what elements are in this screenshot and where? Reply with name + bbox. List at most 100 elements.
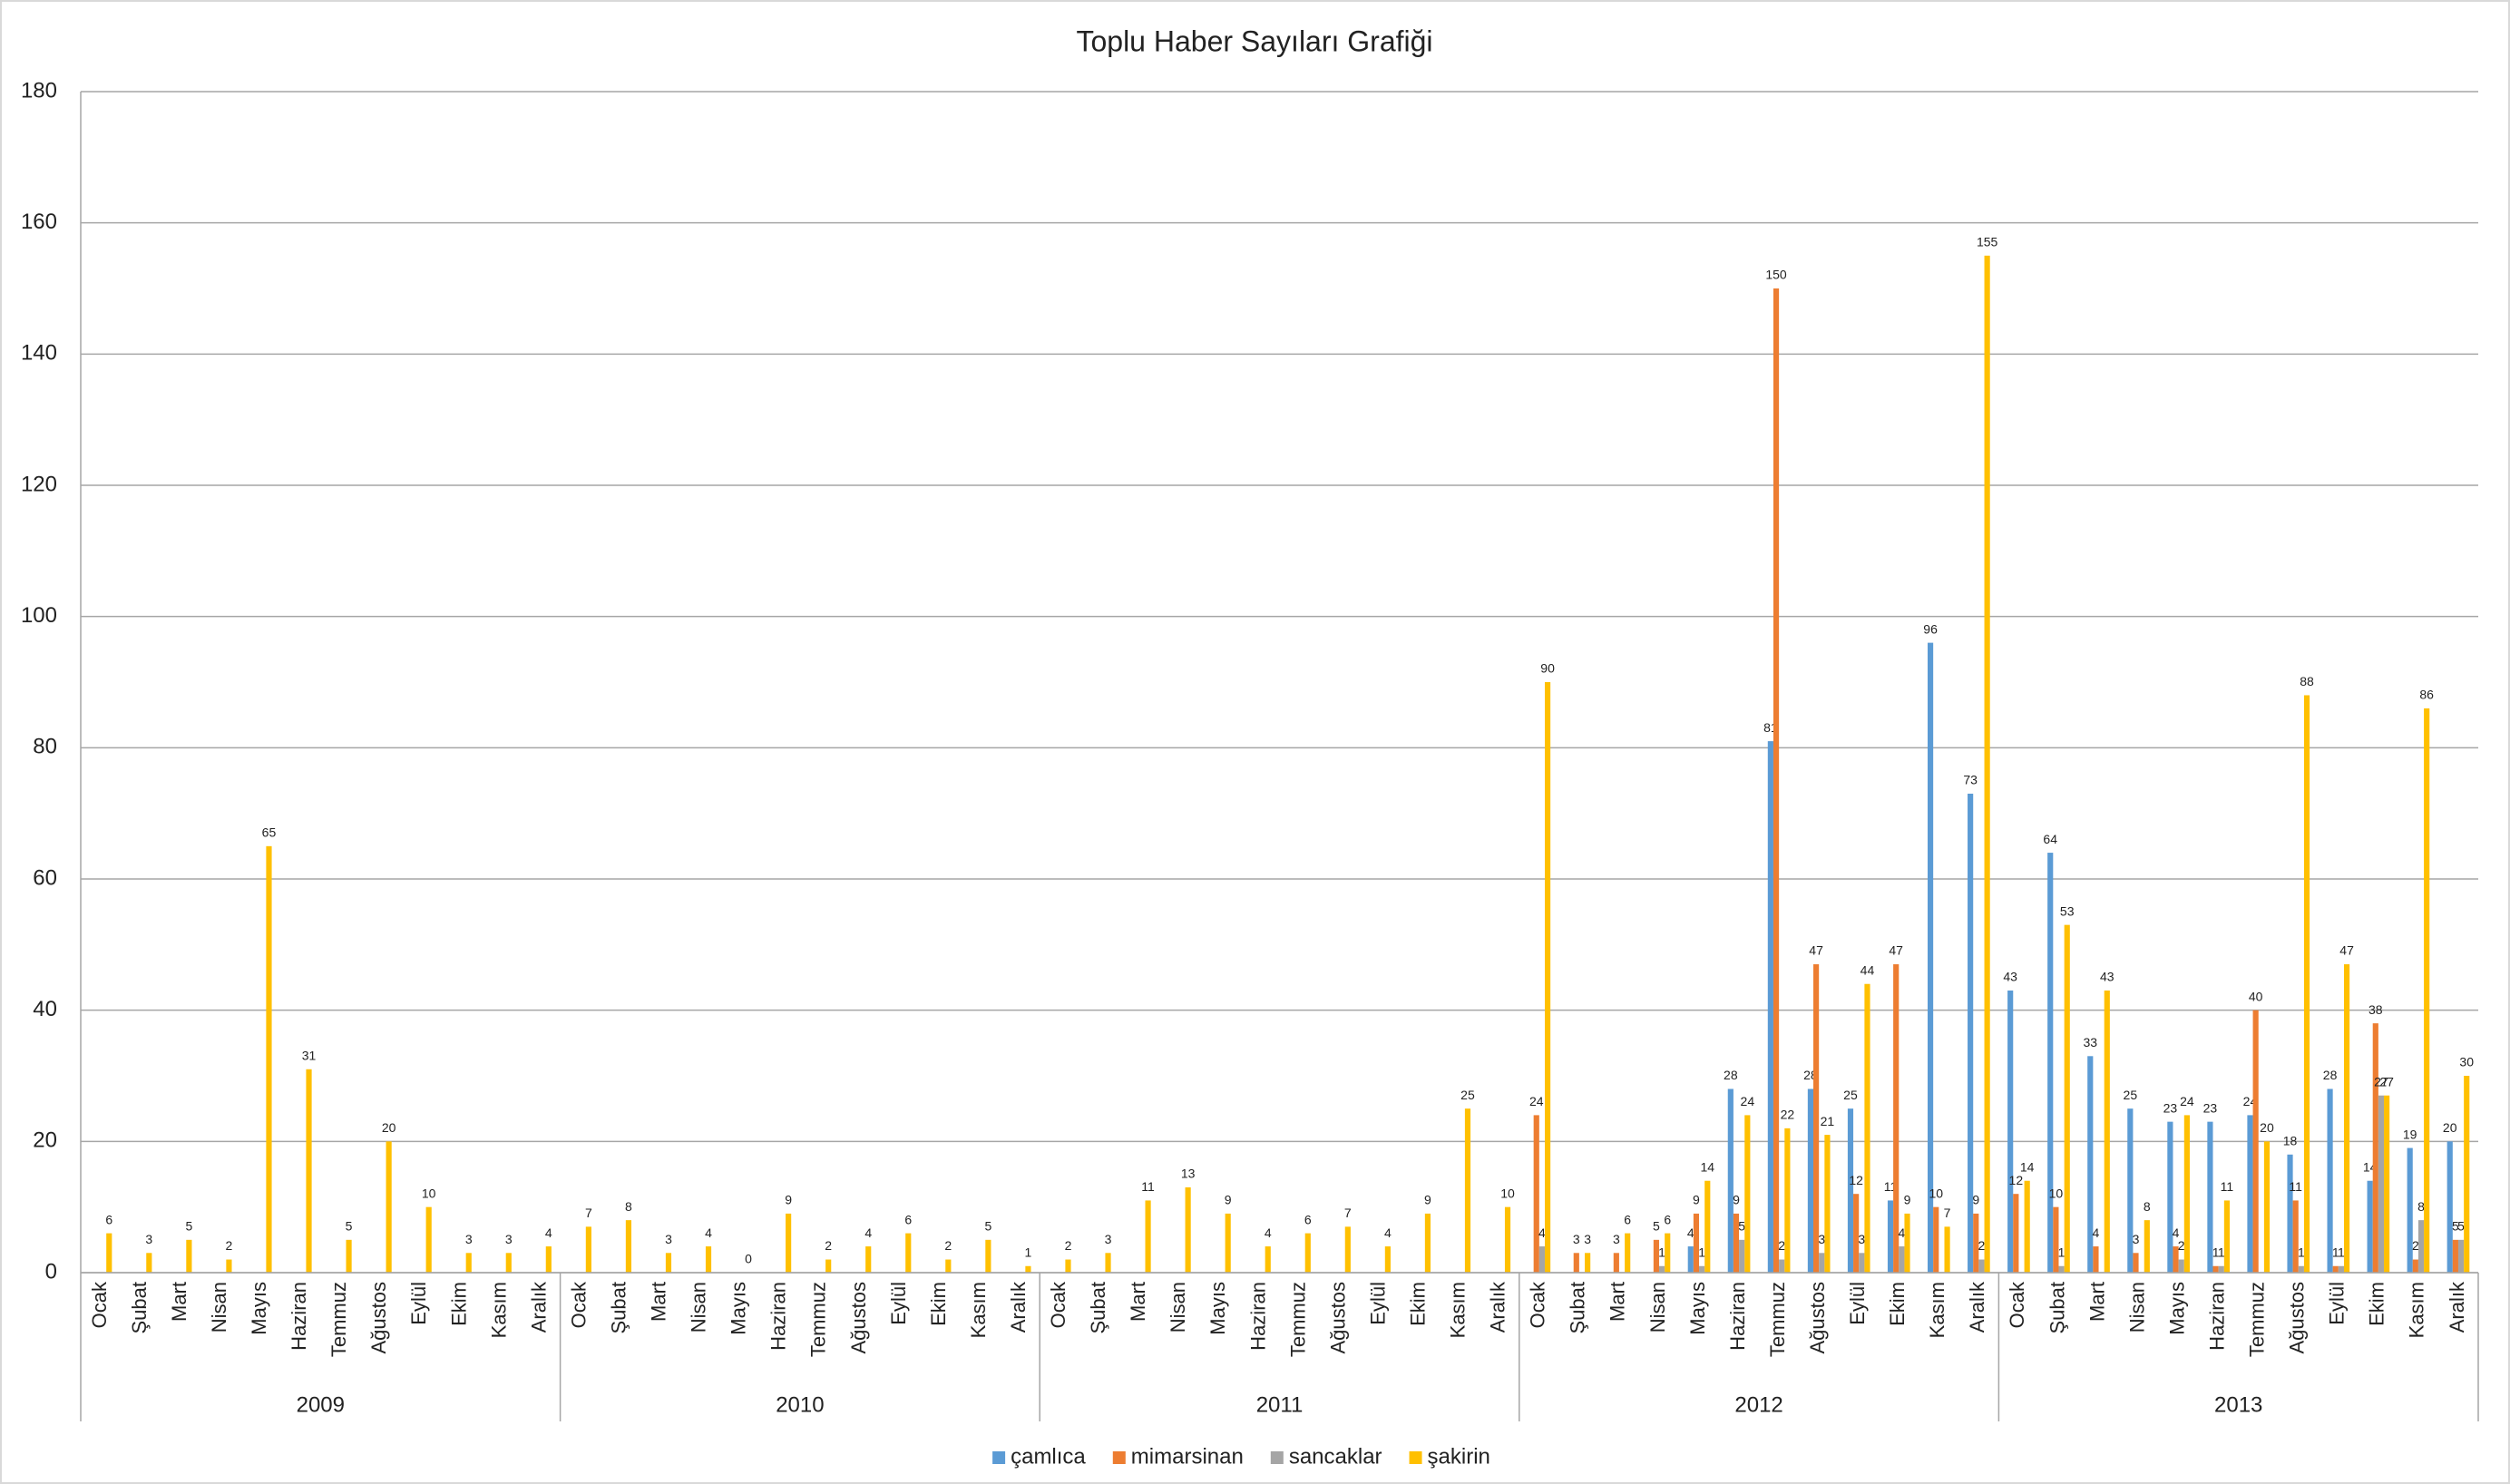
data-label: 3 (665, 1232, 672, 1246)
data-label: 27 (2379, 1074, 2394, 1089)
data-label: 6 (1304, 1212, 1312, 1226)
bar (346, 1239, 352, 1273)
bar (2332, 1265, 2339, 1273)
x-tick-label: Nisan (1646, 1282, 1669, 1333)
data-label: 3 (1105, 1232, 1112, 1246)
bar (2263, 1141, 2271, 1273)
x-tick-label: Eylül (1366, 1282, 1389, 1325)
bar (1767, 741, 1773, 1273)
data-label: 7 (585, 1206, 592, 1220)
bar (1625, 1233, 1631, 1273)
bar (1813, 964, 1820, 1273)
data-label: 43 (2100, 970, 2114, 984)
bar (2007, 990, 2014, 1273)
legend-label: çamlıca (1011, 1444, 1086, 1469)
data-label: 5 (1653, 1219, 1660, 1234)
data-label: 43 (2003, 970, 2017, 984)
bar (2343, 964, 2350, 1273)
x-tick-label: Ekim (1406, 1282, 1429, 1326)
data-label: 28 (1724, 1068, 1738, 1082)
bar (2127, 1108, 2134, 1273)
bar (386, 1141, 392, 1273)
legend-swatch (1409, 1451, 1422, 1464)
x-tick-label: Ocak (1527, 1281, 1549, 1328)
bar (1653, 1239, 1659, 1273)
bar (2464, 1076, 2470, 1273)
bar (1727, 1089, 1734, 1273)
x-tick-label: Ağustos (1806, 1282, 1829, 1354)
data-label: 22 (1781, 1108, 1795, 1122)
y-tick-label: 40 (33, 997, 57, 1021)
data-label: 25 (1843, 1088, 1858, 1102)
data-label: 20 (2443, 1120, 2457, 1135)
data-label: 2 (226, 1238, 233, 1253)
bar (1693, 1213, 1700, 1273)
bar (545, 1246, 552, 1273)
data-label: 12 (1849, 1173, 1863, 1187)
data-label: 2 (944, 1238, 952, 1253)
bar (2303, 695, 2310, 1273)
data-label: 20 (382, 1120, 396, 1135)
bar (1978, 1259, 1985, 1273)
bar (2212, 1265, 2219, 1273)
bar (465, 1253, 472, 1273)
x-tick-label: Mart (2085, 1282, 2108, 1322)
data-label: 8 (625, 1199, 632, 1214)
data-label: 7 (1344, 1206, 1352, 1220)
data-label: 8 (2417, 1199, 2425, 1214)
bar (2167, 1121, 2173, 1273)
x-tick-label: Şubat (1087, 1282, 1109, 1334)
bar (1573, 1253, 1579, 1273)
data-label: 4 (1687, 1225, 1694, 1240)
bar (1424, 1213, 1431, 1273)
data-label: 10 (1500, 1186, 1515, 1200)
data-label: 9 (1733, 1193, 1740, 1207)
data-label: 3 (145, 1232, 152, 1246)
data-label: 3 (1573, 1232, 1580, 1246)
data-label: 33 (2083, 1035, 2097, 1050)
bar (985, 1239, 991, 1273)
bar (1265, 1246, 1271, 1273)
data-label: 10 (1929, 1186, 1943, 1200)
x-tick-label: Ocak (567, 1281, 590, 1328)
legend-label: sancaklar (1289, 1444, 1382, 1469)
chart-title: Toplu Haber Sayıları Grafiği (1076, 24, 1432, 57)
data-label: 64 (2043, 832, 2057, 846)
bar (2064, 924, 2070, 1273)
x-tick-label: Temmuz (2246, 1282, 2269, 1357)
bar (1225, 1213, 1231, 1273)
bar (1779, 1259, 1785, 1273)
data-label: 4 (2093, 1225, 2100, 1240)
legend-label: mimarsinan (1131, 1444, 1244, 1469)
bar (1773, 288, 1780, 1273)
data-label: 47 (1809, 943, 1823, 958)
bar (2452, 1239, 2458, 1273)
x-tick-label: Mart (1607, 1282, 1629, 1322)
data-label: 1 (1025, 1245, 1032, 1259)
data-label: 40 (2249, 989, 2263, 1003)
bar (865, 1246, 872, 1273)
data-label: 1 (1698, 1245, 1705, 1259)
x-tick-label: Haziran (1246, 1282, 1269, 1351)
bar (1065, 1259, 1071, 1273)
x-tick-label: Mayıs (728, 1282, 750, 1335)
data-label: 44 (1861, 962, 1875, 977)
x-tick-label: Eylül (2326, 1282, 2349, 1325)
bar (786, 1213, 792, 1273)
bar (106, 1233, 112, 1273)
legend-swatch (1270, 1451, 1284, 1464)
bar (1859, 1253, 1865, 1273)
bar (1344, 1226, 1351, 1273)
x-tick-label: Haziran (1726, 1282, 1749, 1351)
bar (186, 1239, 192, 1273)
data-label: 4 (545, 1225, 552, 1240)
y-tick-label: 60 (33, 865, 57, 890)
bar (1464, 1108, 1471, 1273)
data-label: 1 (2298, 1245, 2305, 1259)
bar (2372, 1023, 2378, 1273)
bar (1105, 1253, 1111, 1273)
x-tick-label: Temmuz (327, 1282, 350, 1357)
bar (2338, 1265, 2344, 1273)
data-label: 0 (745, 1252, 752, 1266)
